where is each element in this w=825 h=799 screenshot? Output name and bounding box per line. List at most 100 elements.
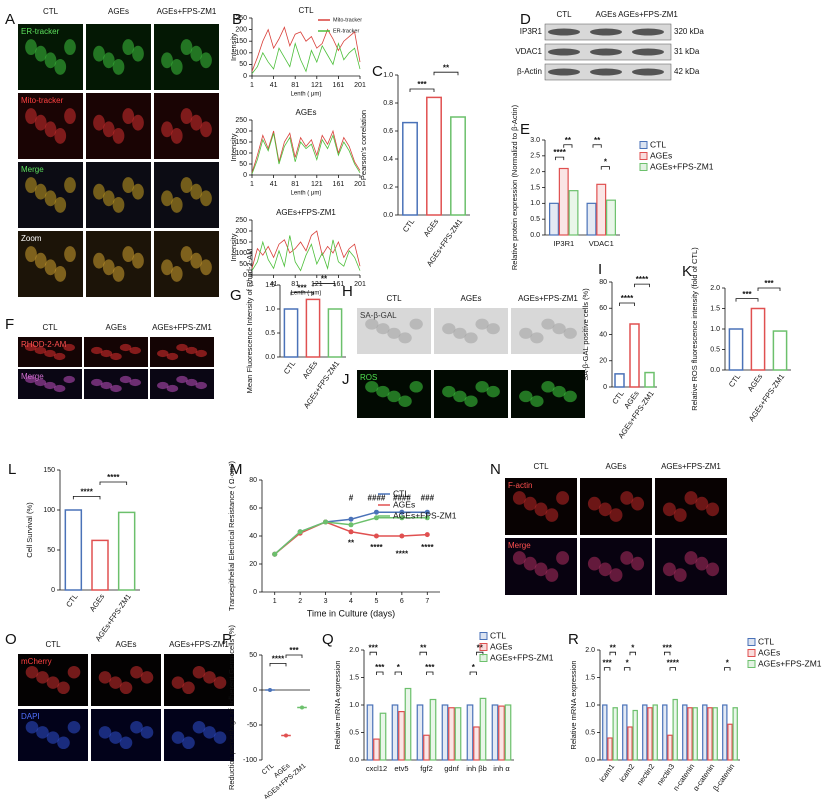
y-tick-label: 3.0 <box>530 137 540 144</box>
cell-signal <box>64 246 76 263</box>
blot-band <box>632 48 664 56</box>
y-tick-label: 1.5 <box>349 674 359 681</box>
significance-bracket <box>735 298 759 302</box>
cell-signal <box>673 508 687 522</box>
cell-signal <box>54 265 67 282</box>
cell-signal <box>122 39 135 56</box>
bar <box>607 737 613 761</box>
cell-signal <box>130 665 143 679</box>
row-label: F-actin <box>508 481 532 490</box>
panel-letter: M <box>230 461 243 478</box>
panel-letter: H <box>342 283 353 300</box>
significance-label: **** <box>636 275 649 284</box>
cell-signal <box>44 381 56 390</box>
cell-signal <box>53 384 66 393</box>
y-tick-label: 0 <box>603 384 607 391</box>
column-label: AGEs <box>596 10 617 19</box>
x-tick-label: icam2 <box>617 762 636 784</box>
cell-signal <box>190 252 203 269</box>
y-axis-label: Relative ROS fluorescence intensity (fol… <box>690 247 699 411</box>
row-label: VDAC1 <box>515 47 542 56</box>
x-tick-label: AGEs <box>746 372 765 393</box>
cell-signal <box>57 681 70 695</box>
cell-signal <box>91 378 103 387</box>
column-label: AGEs+FPS-ZM1 <box>157 7 217 16</box>
cell-signal <box>365 381 379 393</box>
cell-signal <box>673 568 687 582</box>
legend-label: AGEs+FPS-ZM1 <box>393 510 457 520</box>
bar <box>632 709 638 761</box>
column-label: AGEs <box>461 294 482 303</box>
y-tick-label: 200 <box>235 128 247 135</box>
cell-signal <box>534 502 548 517</box>
cell-signal <box>180 108 193 125</box>
significance-label: # <box>349 494 354 503</box>
y-axis-label: Relative mRNA expression <box>333 660 342 749</box>
y-tick-label: 150 <box>235 38 247 45</box>
y-axis-label: SA-β-GAL positive cells (%) <box>581 288 590 381</box>
y-axis-label: Mean Fluorescence Intensity of Rhod-2-AM <box>245 249 254 394</box>
x-axis-label: Lenth ( μm) <box>291 92 322 98</box>
cell-signal <box>129 378 141 387</box>
y-axis-label: Transepithelial Electrical Resistance ( … <box>227 461 236 611</box>
cell-signal <box>166 352 179 361</box>
y-tick-label: 100 <box>235 150 247 157</box>
bar <box>450 116 466 216</box>
bar <box>622 704 628 761</box>
y-tick-label: 2.0 <box>530 169 540 176</box>
legend-label: CTL <box>758 636 774 646</box>
cell-signal <box>552 323 566 335</box>
cell-signal <box>64 177 76 194</box>
bar <box>491 704 499 761</box>
cell-signal <box>157 381 169 390</box>
significance-bracket <box>623 667 631 671</box>
cell-signal <box>534 562 548 577</box>
cell-signal <box>93 45 105 62</box>
y-tick-label: 0 <box>243 73 247 80</box>
significance-bracket <box>269 663 287 667</box>
panel-letter: E <box>520 121 530 138</box>
marker <box>424 515 430 521</box>
x-tick-label: 2 <box>298 598 302 605</box>
bar <box>732 707 738 761</box>
y-tick-label: 1.0 <box>710 326 720 333</box>
x-tick-label: VDAC1 <box>589 239 614 248</box>
column-label: AGEs <box>108 7 129 16</box>
cell-signal <box>182 736 195 750</box>
x-tick-label: 1 <box>273 598 277 605</box>
cell-signal <box>157 349 169 358</box>
legend-label: Mito-tracker <box>333 17 362 23</box>
y-tick-label: 0.0 <box>265 354 275 361</box>
panel-letter: D <box>520 11 531 28</box>
y-tick-label: 50 <box>249 652 257 659</box>
cell-signal <box>122 108 135 125</box>
column-label: CTL <box>43 7 59 16</box>
cell-signal <box>36 726 49 739</box>
bar <box>692 707 698 761</box>
cell-signal <box>91 346 103 355</box>
chart-title: AGEs <box>296 108 317 117</box>
cell-signal <box>541 381 555 393</box>
cell-signal <box>609 508 623 522</box>
cell-signal <box>36 671 49 684</box>
row-label: DAPI <box>21 712 40 721</box>
size-label: 320 kDa <box>674 27 704 36</box>
cell-signal <box>192 720 206 734</box>
cell-signal <box>598 502 612 517</box>
y-axis-label: Relative mRNA expression <box>569 660 578 749</box>
line <box>251 26 361 72</box>
column-label: AGEs+FPS-ZM1 <box>169 640 229 649</box>
blot-band <box>548 28 580 36</box>
marker <box>399 509 405 515</box>
bar <box>642 704 648 761</box>
column-label: AGEs+FPS-ZM1 <box>518 294 578 303</box>
panel-letter: O <box>5 631 17 648</box>
significance-bracket <box>376 671 384 675</box>
cell-signal <box>54 58 67 75</box>
cell-signal <box>556 491 570 505</box>
y-axis-label: Intensity <box>229 233 238 261</box>
bar <box>652 704 658 761</box>
bar <box>568 190 579 236</box>
significance-label: ** <box>565 136 572 145</box>
